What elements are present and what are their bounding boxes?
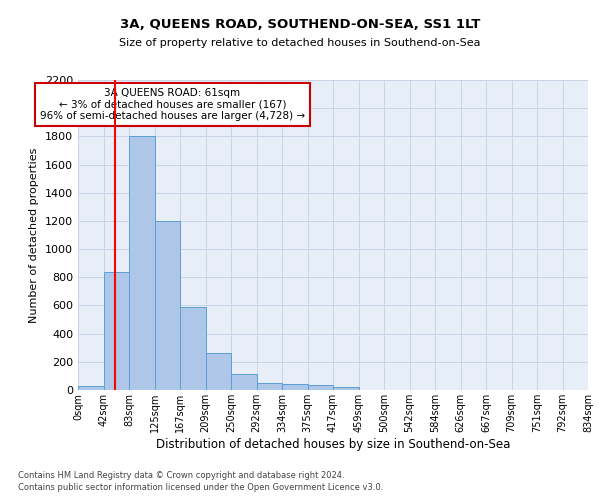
Text: Contains public sector information licensed under the Open Government Licence v3: Contains public sector information licen… <box>18 484 383 492</box>
Bar <box>308 386 333 390</box>
Bar <box>180 307 205 390</box>
Bar <box>282 384 308 390</box>
Bar <box>257 383 282 390</box>
Y-axis label: Number of detached properties: Number of detached properties <box>29 148 40 322</box>
Bar <box>155 221 180 390</box>
Bar <box>104 272 129 390</box>
X-axis label: Distribution of detached houses by size in Southend-on-Sea: Distribution of detached houses by size … <box>156 438 510 450</box>
Text: Size of property relative to detached houses in Southend-on-Sea: Size of property relative to detached ho… <box>119 38 481 48</box>
Bar <box>129 136 155 390</box>
Bar <box>231 374 257 390</box>
Bar <box>78 386 104 390</box>
Text: Contains HM Land Registry data © Crown copyright and database right 2024.: Contains HM Land Registry data © Crown c… <box>18 471 344 480</box>
Bar <box>205 354 231 390</box>
Bar <box>333 387 359 390</box>
Text: 3A QUEENS ROAD: 61sqm
← 3% of detached houses are smaller (167)
96% of semi-deta: 3A QUEENS ROAD: 61sqm ← 3% of detached h… <box>40 88 305 121</box>
Text: 3A, QUEENS ROAD, SOUTHEND-ON-SEA, SS1 1LT: 3A, QUEENS ROAD, SOUTHEND-ON-SEA, SS1 1L… <box>120 18 480 30</box>
